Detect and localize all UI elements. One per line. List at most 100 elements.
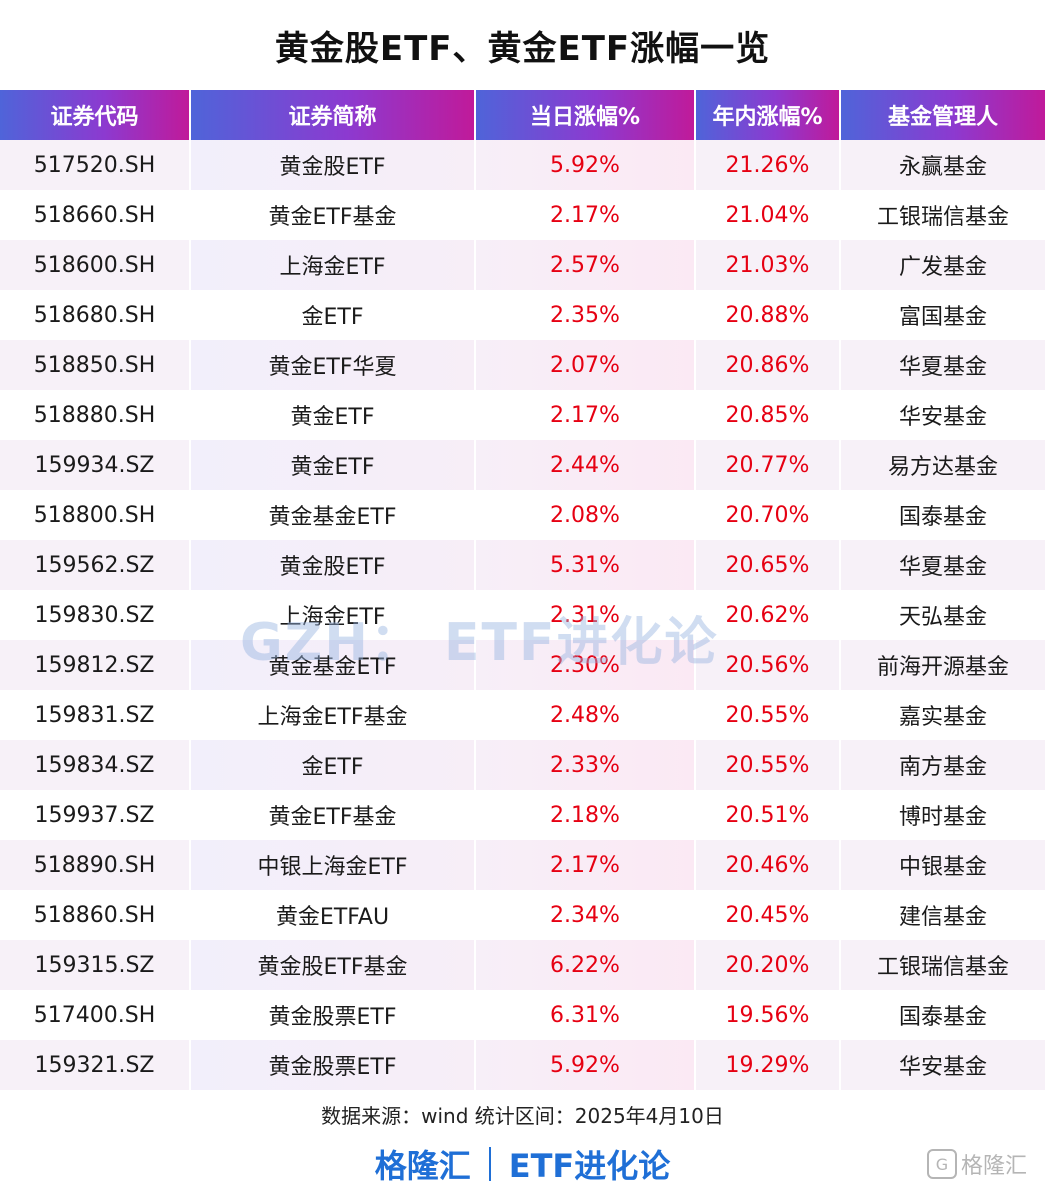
table-row: 517400.SH 黄金股票ETF 6.31% 19.56% 国泰基金 <box>0 990 1045 1040</box>
cell-day-change: 5.92% <box>475 1040 696 1090</box>
etf-table: 证券代码 证券简称 当日涨幅% 年内涨幅% 基金管理人 517520.SH 黄金股… <box>0 90 1045 1090</box>
cell-name: 黄金股票ETF <box>190 990 476 1040</box>
cell-manager: 永赢基金 <box>840 140 1045 190</box>
cell-ytd-change: 20.88% <box>695 290 841 340</box>
cell-name: 上海金ETF <box>190 240 476 290</box>
table-row: 518860.SH 黄金ETFAU 2.34% 20.45% 建信基金 <box>0 890 1045 940</box>
cell-manager: 华安基金 <box>840 1040 1045 1090</box>
cell-name: 黄金股ETF <box>190 140 476 190</box>
cell-code: 159315.SZ <box>0 940 191 990</box>
cell-name: 中银上海金ETF <box>190 840 476 890</box>
cell-manager: 前海开源基金 <box>840 640 1045 690</box>
cell-ytd-change: 20.20% <box>695 940 841 990</box>
cell-name: 上海金ETF基金 <box>190 690 476 740</box>
cell-day-change: 2.07% <box>475 340 696 390</box>
cell-day-change: 2.44% <box>475 440 696 490</box>
cell-manager: 博时基金 <box>840 790 1045 840</box>
cell-ytd-change: 21.04% <box>695 190 841 240</box>
cell-day-change: 2.17% <box>475 840 696 890</box>
cell-day-change: 2.57% <box>475 240 696 290</box>
corner-watermark-logo: G 格隆汇 <box>927 1147 1037 1181</box>
cell-code: 159834.SZ <box>0 740 191 790</box>
table-header-row: 证券代码 证券简称 当日涨幅% 年内涨幅% 基金管理人 <box>0 90 1045 140</box>
cell-ytd-change: 19.56% <box>695 990 841 1040</box>
cell-code: 518600.SH <box>0 240 191 290</box>
cell-day-change: 5.92% <box>475 140 696 190</box>
cell-ytd-change: 20.51% <box>695 790 841 840</box>
cell-manager: 嘉实基金 <box>840 690 1045 740</box>
table-row: 518850.SH 黄金ETF华夏 2.07% 20.86% 华夏基金 <box>0 340 1045 390</box>
cell-manager: 华安基金 <box>840 390 1045 440</box>
cell-name: 上海金ETF <box>190 590 476 640</box>
table-body: 517520.SH 黄金股ETF 5.92% 21.26% 永赢基金 518660.SH 黄… <box>0 140 1045 1090</box>
cell-code: 159562.SZ <box>0 540 191 590</box>
cell-day-change: 2.31% <box>475 590 696 640</box>
cell-day-change: 2.33% <box>475 740 696 790</box>
cell-manager: 华夏基金 <box>840 540 1045 590</box>
table-row: 159834.SZ 金ETF 2.33% 20.55% 南方基金 <box>0 740 1045 790</box>
cell-manager: 富国基金 <box>840 290 1045 340</box>
cell-code: 159937.SZ <box>0 790 191 840</box>
cell-code: 159812.SZ <box>0 640 191 690</box>
cell-ytd-change: 20.86% <box>695 340 841 390</box>
cell-day-change: 6.22% <box>475 940 696 990</box>
cell-code: 518850.SH <box>0 340 191 390</box>
cell-name: 金ETF <box>190 290 476 340</box>
logo-icon: G <box>927 1149 957 1179</box>
table-row: 518880.SH 黄金ETF 2.17% 20.85% 华安基金 <box>0 390 1045 440</box>
cell-code: 159831.SZ <box>0 690 191 740</box>
cell-day-change: 5.31% <box>475 540 696 590</box>
table-row: 159562.SZ 黄金股ETF 5.31% 20.65% 华夏基金 <box>0 540 1045 590</box>
cell-name: 黄金股票ETF <box>190 1040 476 1090</box>
cell-name: 黄金ETF基金 <box>190 190 476 240</box>
brand-name-left: 格隆汇 <box>374 1147 471 1185</box>
cell-day-change: 2.30% <box>475 640 696 690</box>
cell-day-change: 2.17% <box>475 390 696 440</box>
cell-manager: 工银瑞信基金 <box>840 940 1045 990</box>
cell-ytd-change: 20.45% <box>695 890 841 940</box>
cell-code: 518660.SH <box>0 190 191 240</box>
cell-code: 518800.SH <box>0 490 191 540</box>
page-title: 黄金股ETF、黄金ETF涨幅一览 <box>274 28 771 69</box>
cell-manager: 工银瑞信基金 <box>840 190 1045 240</box>
table-row: 159321.SZ 黄金股票ETF 5.92% 19.29% 华安基金 <box>0 1040 1045 1090</box>
cell-ytd-change: 20.55% <box>695 740 841 790</box>
table-row: 159937.SZ 黄金ETF基金 2.18% 20.51% 博时基金 <box>0 790 1045 840</box>
brand-name-right: ETF进化论 <box>508 1147 671 1185</box>
cell-ytd-change: 20.46% <box>695 840 841 890</box>
cell-name: 黄金ETFAU <box>190 890 476 940</box>
table-row: 518660.SH 黄金ETF基金 2.17% 21.04% 工银瑞信基金 <box>0 190 1045 240</box>
table-row: 159830.SZ 上海金ETF 2.31% 20.62% 天弘基金 <box>0 590 1045 640</box>
cell-code: 159321.SZ <box>0 1040 191 1090</box>
cell-name: 黄金基金ETF <box>190 490 476 540</box>
table-row: 159934.SZ 黄金ETF 2.44% 20.77% 易方达基金 <box>0 440 1045 490</box>
cell-day-change: 6.31% <box>475 990 696 1040</box>
cell-manager: 天弘基金 <box>840 590 1045 640</box>
cell-code: 159934.SZ <box>0 440 191 490</box>
cell-name: 黄金ETF华夏 <box>190 340 476 390</box>
cell-name: 黄金ETF <box>190 440 476 490</box>
cell-ytd-change: 21.26% <box>695 140 841 190</box>
table-row: 159812.SZ 黄金基金ETF 2.30% 20.56% 前海开源基金 <box>0 640 1045 690</box>
header-name: 证券简称 <box>190 90 476 140</box>
brand-divider <box>488 1147 491 1181</box>
cell-name: 黄金ETF <box>190 390 476 440</box>
cell-ytd-change: 21.03% <box>695 240 841 290</box>
cell-day-change: 2.48% <box>475 690 696 740</box>
header-day-change: 当日涨幅% <box>475 90 696 140</box>
cell-code: 517400.SH <box>0 990 191 1040</box>
cell-manager: 国泰基金 <box>840 990 1045 1040</box>
cell-manager: 国泰基金 <box>840 490 1045 540</box>
cell-day-change: 2.34% <box>475 890 696 940</box>
cell-ytd-change: 20.70% <box>695 490 841 540</box>
cell-manager: 华夏基金 <box>840 340 1045 390</box>
cell-ytd-change: 20.77% <box>695 440 841 490</box>
cell-name: 黄金基金ETF <box>190 640 476 690</box>
cell-day-change: 2.18% <box>475 790 696 840</box>
cell-manager: 南方基金 <box>840 740 1045 790</box>
cell-manager: 易方达基金 <box>840 440 1045 490</box>
cell-manager: 广发基金 <box>840 240 1045 290</box>
table-row: 518600.SH 上海金ETF 2.57% 21.03% 广发基金 <box>0 240 1045 290</box>
table-row: 159315.SZ 黄金股ETF基金 6.22% 20.20% 工银瑞信基金 <box>0 940 1045 990</box>
cell-ytd-change: 20.56% <box>695 640 841 690</box>
